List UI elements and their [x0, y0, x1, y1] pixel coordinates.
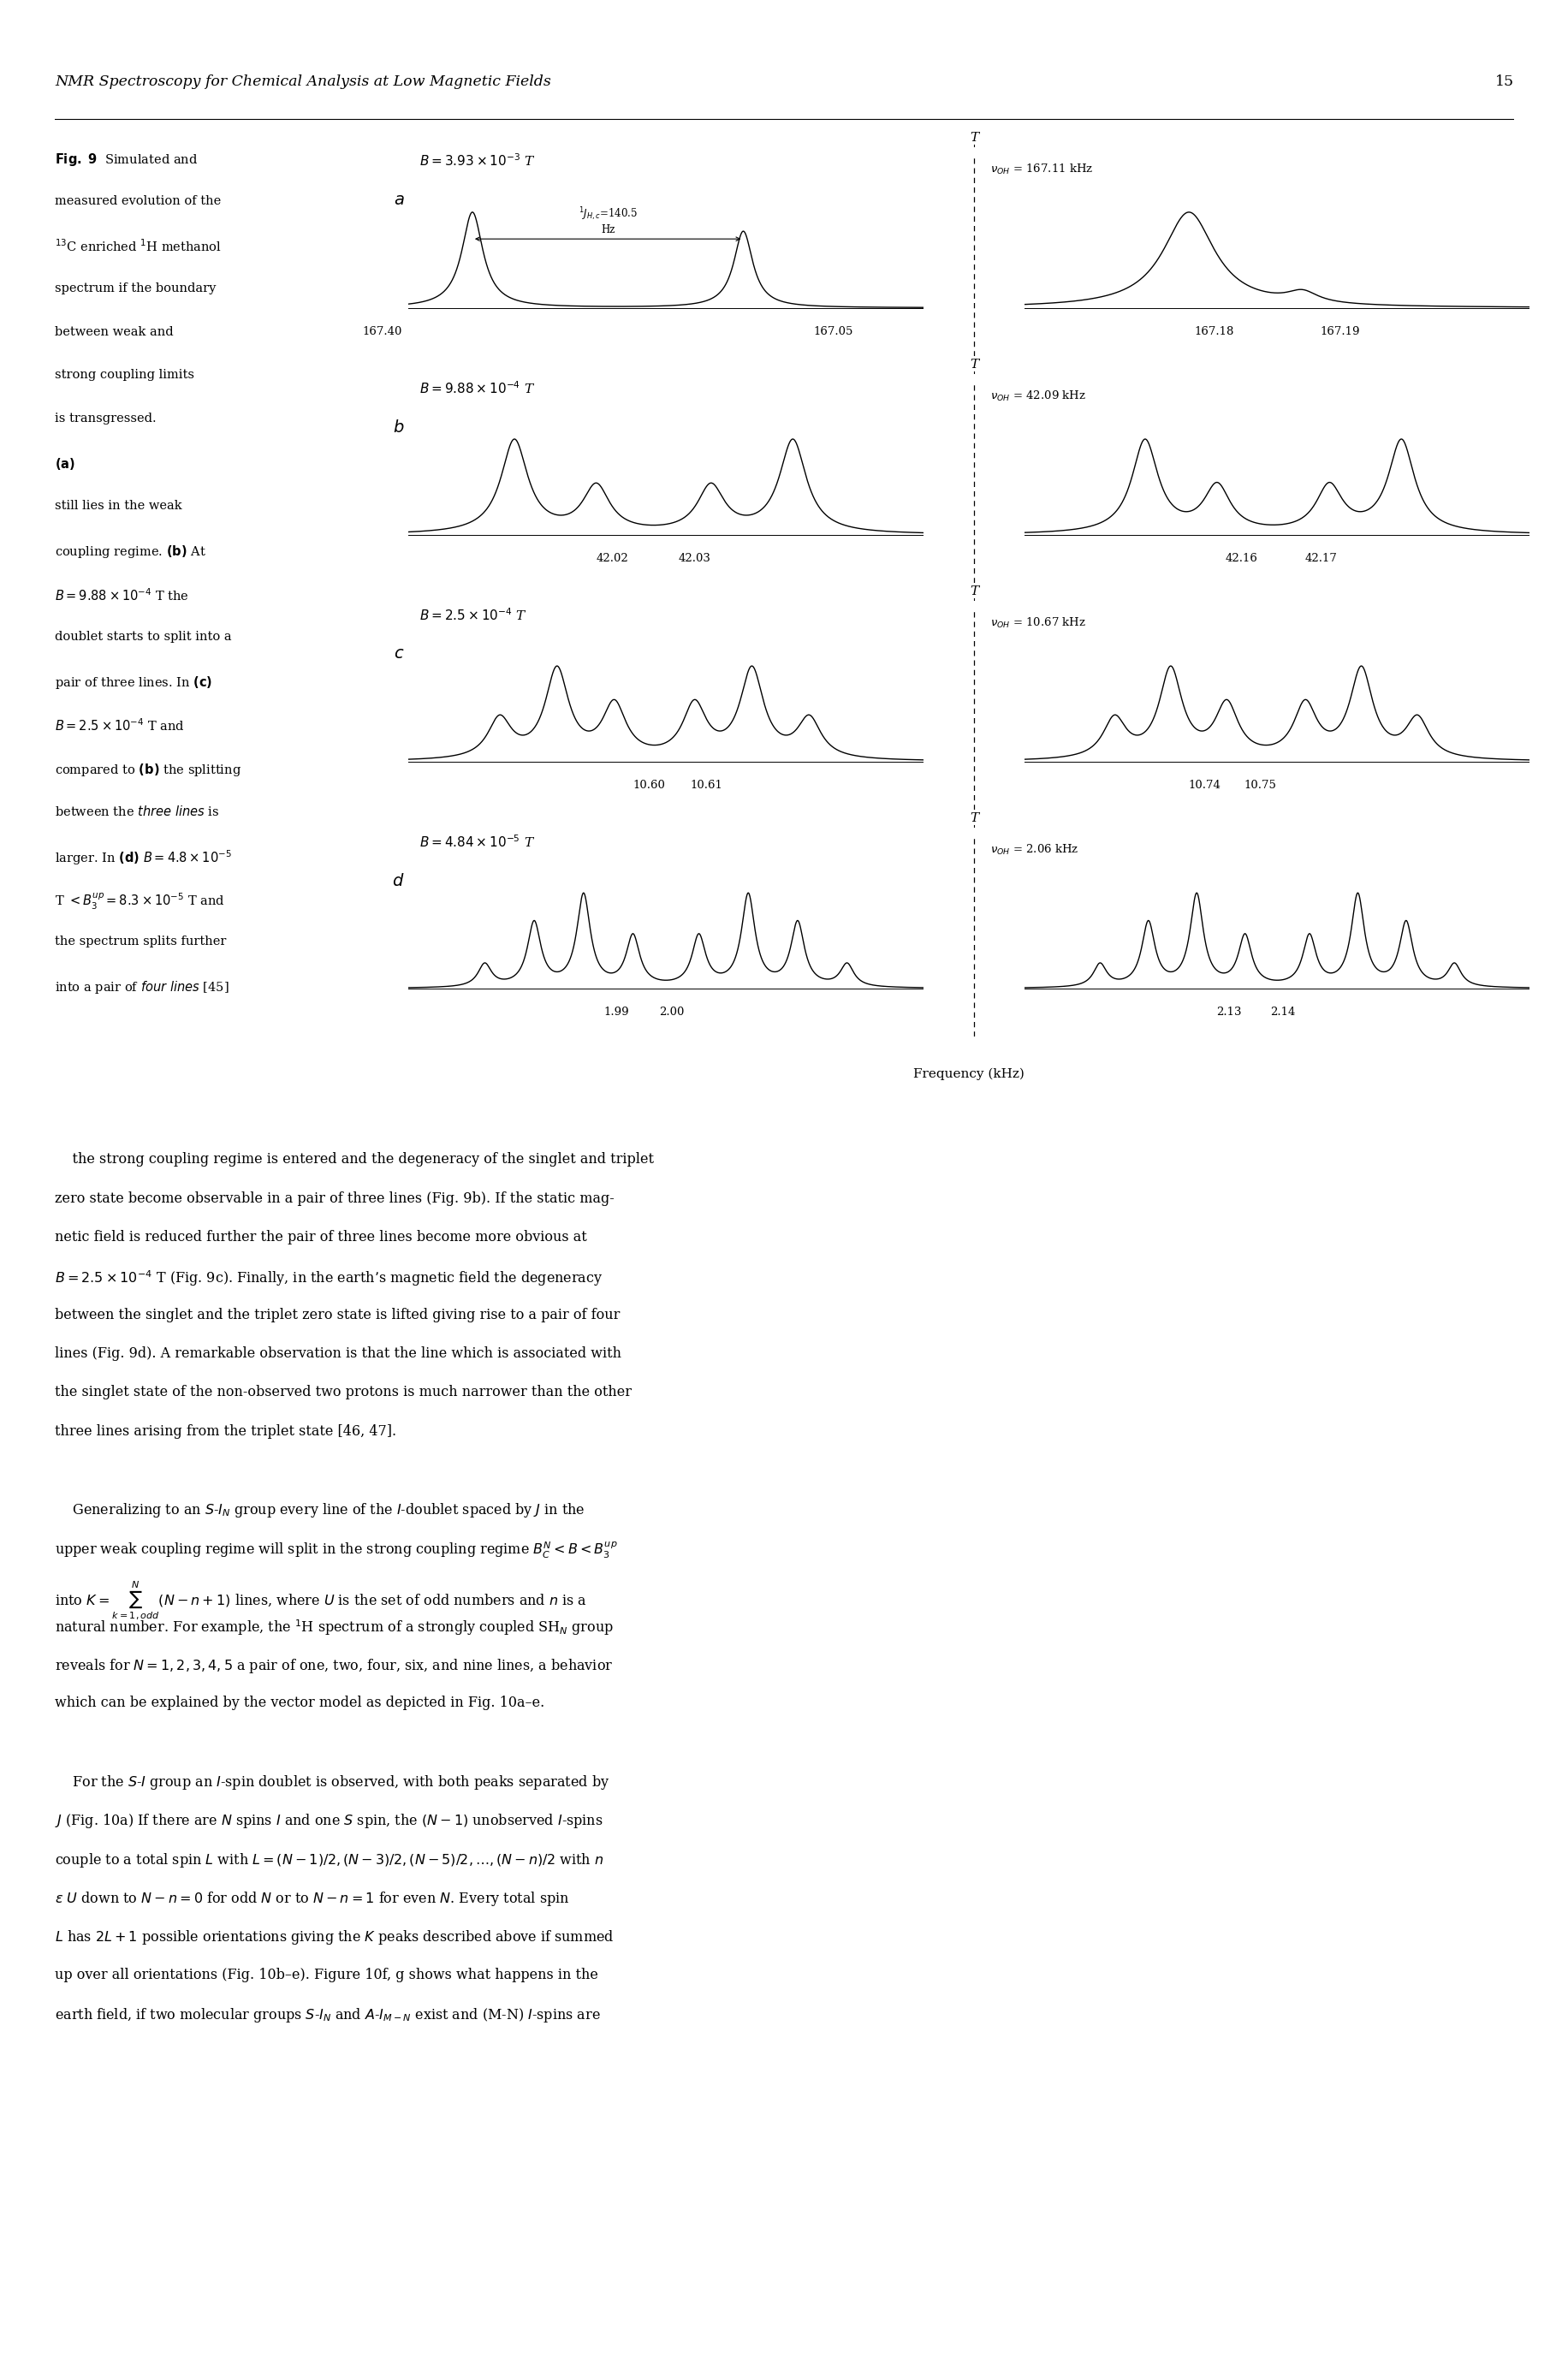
- Text: For the $S$-$I$ group an $I$-spin doublet is observed, with both peaks separated: For the $S$-$I$ group an $I$-spin double…: [55, 1772, 610, 1792]
- Text: $B = 2.5 \times 10^{-4}$ T (Fig. 9c). Finally, in the earth’s magnetic field the: $B = 2.5 \times 10^{-4}$ T (Fig. 9c). Fi…: [55, 1269, 602, 1288]
- Text: into $K = \sum_{k=1,odd}^{N}(N - n + 1)$ lines, where $U$ is the set of odd numb: into $K = \sum_{k=1,odd}^{N}(N - n + 1)$…: [55, 1580, 586, 1620]
- Text: $\mathbf{\mathit{a}}$: $\mathbf{\mathit{a}}$: [394, 192, 405, 209]
- Text: $\nu_{OH}$ = 167.11 kHz: $\nu_{OH}$ = 167.11 kHz: [989, 162, 1093, 176]
- Text: between the singlet and the triplet zero state is lifted giving rise to a pair o: between the singlet and the triplet zero…: [55, 1307, 619, 1321]
- Text: NMR Spectroscopy for Chemical Analysis at Low Magnetic Fields: NMR Spectroscopy for Chemical Analysis a…: [55, 74, 550, 90]
- Text: $B = 9.88 \times 10^{-4}$ T the: $B = 9.88 \times 10^{-4}$ T the: [55, 587, 188, 604]
- Text: natural number. For example, the $^1$H spectrum of a strongly coupled SH$_N$ gro: natural number. For example, the $^1$H s…: [55, 1618, 613, 1637]
- Text: measured evolution of the: measured evolution of the: [55, 195, 221, 207]
- Text: which can be explained by the vector model as depicted in Fig. 10a–e.: which can be explained by the vector mod…: [55, 1696, 544, 1711]
- Text: still lies in the weak: still lies in the weak: [55, 499, 182, 511]
- Text: is transgressed.: is transgressed.: [55, 413, 157, 425]
- Text: 10.75: 10.75: [1243, 779, 1276, 791]
- Text: between weak and: between weak and: [55, 326, 174, 337]
- Text: $\mathbf{\mathit{b}}$: $\mathbf{\mathit{b}}$: [392, 418, 405, 435]
- Text: T: T: [969, 131, 978, 143]
- Text: compared to $\mathbf{(b)}$ the splitting: compared to $\mathbf{(b)}$ the splitting: [55, 760, 241, 777]
- Text: earth field, if two molecular groups $S$-$I_N$ and $A$-$I_{M-N}$ exist and (M-N): earth field, if two molecular groups $S$…: [55, 2005, 601, 2024]
- Text: 2.00: 2.00: [659, 1007, 684, 1017]
- Text: doublet starts to split into a: doublet starts to split into a: [55, 630, 232, 642]
- Text: 10.74: 10.74: [1187, 779, 1220, 791]
- Text: $^1J_{H,c}$=140.5
Hz: $^1J_{H,c}$=140.5 Hz: [579, 204, 637, 235]
- Text: Frequency (kHz): Frequency (kHz): [913, 1067, 1024, 1081]
- Text: $B = 4.84 \times 10^{-5}$ T: $B = 4.84 \times 10^{-5}$ T: [419, 834, 535, 851]
- Text: spectrum if the boundary: spectrum if the boundary: [55, 283, 216, 295]
- Text: $\nu_{OH}$ = 2.06 kHz: $\nu_{OH}$ = 2.06 kHz: [989, 843, 1077, 858]
- Text: netic field is reduced further the pair of three lines become more obvious at: netic field is reduced further the pair …: [55, 1231, 586, 1245]
- Text: $\mathbf{\mathit{c}}$: $\mathbf{\mathit{c}}$: [394, 646, 405, 663]
- Text: the strong coupling regime is entered and the degeneracy of the singlet and trip: the strong coupling regime is entered an…: [55, 1152, 654, 1167]
- Text: coupling regime. $\mathbf{(b)}$ At: coupling regime. $\mathbf{(b)}$ At: [55, 544, 205, 561]
- Text: between the $\it{three\ lines}$ is: between the $\it{three\ lines}$ is: [55, 805, 220, 820]
- Text: 167.19: 167.19: [1320, 326, 1359, 337]
- Text: pair of three lines. In $\mathbf{(c)}$: pair of three lines. In $\mathbf{(c)}$: [55, 675, 213, 691]
- Text: T: T: [969, 359, 978, 371]
- Text: upper weak coupling regime will split in the strong coupling regime $B_C^N < B <: upper weak coupling regime will split in…: [55, 1540, 618, 1561]
- Text: 15: 15: [1494, 74, 1513, 90]
- Text: $\mathbf{(a)}$: $\mathbf{(a)}$: [55, 456, 75, 473]
- Text: the singlet state of the non-observed two protons is much narrower than the othe: the singlet state of the non-observed tw…: [55, 1385, 632, 1399]
- Text: larger. In $\mathbf{(d)}$ $B = 4.8 \times 10^{-5}$: larger. In $\mathbf{(d)}$ $B = 4.8 \time…: [55, 848, 232, 867]
- Text: zero state become observable in a pair of three lines (Fig. 9b). If the static m: zero state become observable in a pair o…: [55, 1190, 615, 1205]
- Text: $\nu_{OH}$ = 10.67 kHz: $\nu_{OH}$ = 10.67 kHz: [989, 615, 1085, 630]
- Text: 2.14: 2.14: [1270, 1007, 1295, 1017]
- Text: into a pair of $\it{four\ lines}$ [45]: into a pair of $\it{four\ lines}$ [45]: [55, 979, 229, 996]
- Text: three lines arising from the triplet state [46, 47].: three lines arising from the triplet sta…: [55, 1423, 397, 1437]
- Text: couple to a total spin $L$ with $L = (N-1)/2, (N-3)/2, (N - 5)/2,\ldots, (N - n): couple to a total spin $L$ with $L = (N-…: [55, 1851, 604, 1870]
- Text: 42.16: 42.16: [1225, 554, 1256, 563]
- Text: $L$ has $2L + 1$ possible orientations giving the $K$ peaks described above if s: $L$ has $2L + 1$ possible orientations g…: [55, 1929, 615, 1946]
- Text: 167.18: 167.18: [1193, 326, 1234, 337]
- Text: the spectrum splits further: the spectrum splits further: [55, 936, 226, 948]
- Text: 167.05: 167.05: [814, 326, 853, 337]
- Text: $\varepsilon$ $U$ down to $N - n = 0$ for odd $N$ or to $N - n = 1$ for even $N$: $\varepsilon$ $U$ down to $N - n = 0$ fo…: [55, 1889, 569, 1908]
- Text: 2.13: 2.13: [1215, 1007, 1240, 1017]
- Text: T $< B_3^{up} = 8.3 \times 10^{-5}$ T and: T $< B_3^{up} = 8.3 \times 10^{-5}$ T an…: [55, 891, 224, 912]
- Text: $\mathbf{\mathit{d}}$: $\mathbf{\mathit{d}}$: [392, 872, 405, 889]
- Text: 42.17: 42.17: [1305, 554, 1338, 563]
- Text: reveals for $N = 1, 2, 3, 4, 5$ a pair of one, two, four, six, and nine lines, a: reveals for $N = 1, 2, 3, 4, 5$ a pair o…: [55, 1656, 613, 1675]
- Text: 10.61: 10.61: [690, 779, 721, 791]
- Text: 1.99: 1.99: [604, 1007, 629, 1017]
- Text: up over all orientations (Fig. 10b–e). Figure 10f, g shows what happens in the: up over all orientations (Fig. 10b–e). F…: [55, 1967, 597, 1982]
- Text: T: T: [969, 584, 978, 596]
- Text: $B = 2.5 \times 10^{-4}$ T: $B = 2.5 \times 10^{-4}$ T: [419, 606, 527, 623]
- Text: $B = 3.93 \times 10^{-3}$ T: $B = 3.93 \times 10^{-3}$ T: [419, 152, 535, 169]
- Text: 167.40: 167.40: [362, 326, 401, 337]
- Text: $^{13}$C enriched $^{1}$H methanol: $^{13}$C enriched $^{1}$H methanol: [55, 238, 221, 254]
- Text: 42.03: 42.03: [677, 554, 710, 563]
- Text: $B = 2.5 \times 10^{-4}$ T and: $B = 2.5 \times 10^{-4}$ T and: [55, 718, 185, 734]
- Text: $\mathbf{Fig.\ 9}$  Simulated and: $\mathbf{Fig.\ 9}$ Simulated and: [55, 152, 198, 169]
- Text: lines (Fig. 9d). A remarkable observation is that the line which is associated w: lines (Fig. 9d). A remarkable observatio…: [55, 1347, 621, 1361]
- Text: T: T: [969, 813, 978, 824]
- Text: $J$ (Fig. 10a) If there are $N$ spins $I$ and one $S$ spin, the $(N-1)$ unobserv: $J$ (Fig. 10a) If there are $N$ spins $I…: [55, 1813, 604, 1830]
- Text: $B = 9.88 \times 10^{-4}$ T: $B = 9.88 \times 10^{-4}$ T: [419, 380, 535, 397]
- Text: Generalizing to an $S$-$I_N$ group every line of the $I$-doublet spaced by $J$ i: Generalizing to an $S$-$I_N$ group every…: [55, 1502, 585, 1521]
- Text: 10.60: 10.60: [632, 779, 665, 791]
- Text: strong coupling limits: strong coupling limits: [55, 368, 194, 380]
- Text: 42.02: 42.02: [596, 554, 629, 563]
- Text: $\nu_{OH}$ = 42.09 kHz: $\nu_{OH}$ = 42.09 kHz: [989, 390, 1085, 404]
